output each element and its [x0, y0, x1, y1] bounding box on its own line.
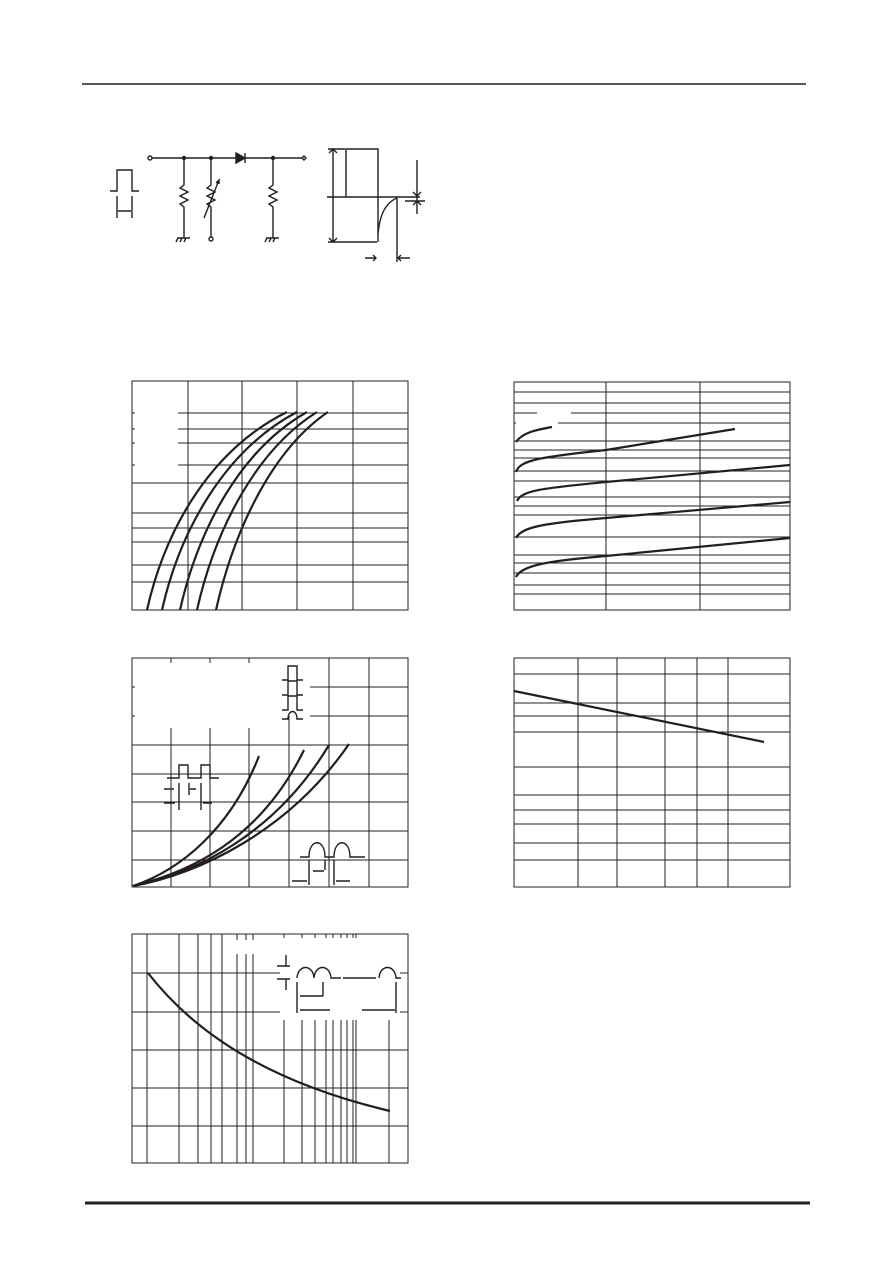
resistor-2	[267, 158, 279, 238]
curve-4	[195, 411, 318, 611]
ripple-inset	[277, 955, 401, 1013]
curve-4	[132, 743, 350, 888]
diode-symbol	[235, 151, 247, 165]
curve-3	[132, 744, 330, 888]
ground-2	[264, 237, 279, 243]
curve-5	[514, 536, 791, 578]
curve-1	[513, 689, 765, 744]
variable-resistor	[203, 158, 220, 237]
chart-5	[131, 933, 409, 1164]
curve-1	[147, 972, 391, 1113]
recovery-waveform	[327, 148, 420, 242]
curve-4	[514, 500, 791, 539]
sine-pulse-inset	[292, 842, 365, 885]
curve-3	[515, 463, 791, 502]
pulse-width-marker	[116, 196, 133, 218]
curve-1	[515, 425, 553, 443]
curve-2	[514, 427, 736, 473]
test-circuit-diagram	[110, 148, 425, 262]
chart-3	[131, 657, 409, 888]
input-pulse	[110, 169, 139, 192]
curve-2	[160, 411, 298, 611]
ground-1	[175, 237, 190, 243]
waveform-legend-1	[282, 665, 303, 681]
waveform-legend-3	[282, 695, 303, 711]
chart-4	[513, 657, 791, 888]
resistor-1	[178, 158, 190, 238]
waveform-legend-2	[282, 680, 303, 696]
chart-2	[513, 381, 791, 611]
curve-3	[178, 411, 308, 611]
waveform-legend-4	[282, 710, 303, 720]
curve-1	[132, 755, 261, 888]
curve-1	[145, 411, 288, 611]
pulse-train-inset	[164, 764, 219, 810]
curve-5	[214, 411, 329, 611]
chart-1	[131, 380, 409, 611]
